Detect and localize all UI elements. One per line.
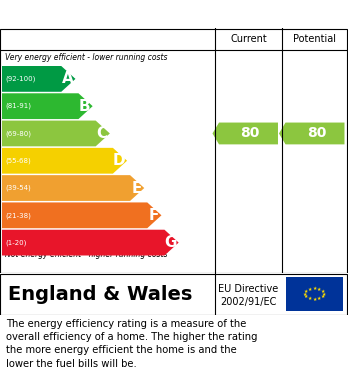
Polygon shape (2, 175, 144, 201)
Text: ★: ★ (321, 289, 325, 294)
Text: (55-68): (55-68) (5, 158, 31, 164)
Text: ★: ★ (312, 286, 317, 291)
Text: ★: ★ (321, 294, 325, 300)
Text: ★: ★ (308, 287, 312, 292)
Text: The energy efficiency rating is a measure of the
overall efficiency of a home. T: The energy efficiency rating is a measur… (6, 319, 258, 369)
Text: (1-20): (1-20) (5, 239, 26, 246)
Polygon shape (213, 122, 278, 144)
Text: ★: ★ (312, 297, 317, 302)
Bar (286, 277, 343, 311)
Text: 80: 80 (307, 126, 326, 140)
Text: Very energy efficient - lower running costs: Very energy efficient - lower running co… (5, 53, 167, 62)
Text: Not energy efficient - higher running costs: Not energy efficient - higher running co… (5, 250, 167, 259)
Polygon shape (2, 93, 93, 119)
Text: (81-91): (81-91) (5, 103, 31, 109)
Text: C: C (97, 126, 108, 141)
Text: 2002/91/EC: 2002/91/EC (220, 296, 277, 307)
Polygon shape (2, 203, 161, 228)
Text: D: D (112, 153, 125, 168)
Text: ★: ★ (304, 289, 308, 294)
Polygon shape (2, 66, 76, 92)
Polygon shape (2, 230, 179, 255)
Polygon shape (279, 122, 345, 144)
Text: A: A (62, 72, 73, 86)
Text: Current: Current (230, 34, 267, 44)
Text: ★: ★ (304, 294, 308, 300)
Text: (92-100): (92-100) (5, 75, 35, 82)
Text: ★: ★ (308, 296, 312, 301)
Text: (39-54): (39-54) (5, 185, 31, 191)
Text: ★: ★ (303, 292, 307, 296)
Text: ★: ★ (317, 296, 322, 301)
Text: Potential: Potential (293, 34, 337, 44)
Text: G: G (164, 235, 177, 250)
Text: ★: ★ (322, 292, 326, 296)
Text: E: E (132, 181, 142, 196)
Text: England & Wales: England & Wales (8, 285, 192, 303)
Text: F: F (149, 208, 159, 223)
Text: (21-38): (21-38) (5, 212, 31, 219)
Polygon shape (2, 120, 110, 146)
Text: EU Directive: EU Directive (219, 284, 279, 294)
Text: B: B (79, 99, 91, 114)
Text: ★: ★ (317, 287, 322, 292)
Polygon shape (2, 148, 127, 174)
Text: Energy Efficiency Rating: Energy Efficiency Rating (69, 7, 279, 22)
Text: 80: 80 (240, 126, 260, 140)
Text: (69-80): (69-80) (5, 130, 31, 137)
